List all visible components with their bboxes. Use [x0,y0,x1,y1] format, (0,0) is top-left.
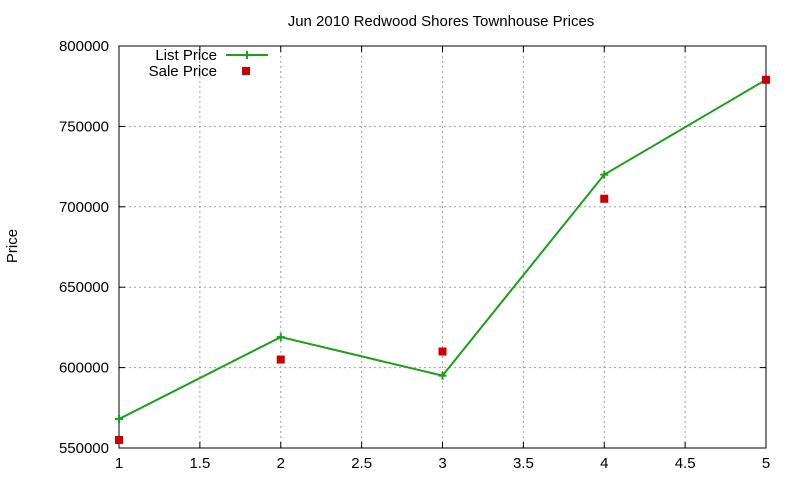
data-point [115,415,123,424]
y-tick-label: 550000 [59,440,109,457]
axis-ticks: 1 1.5 2 2.5 3 3.5 4 4.5 5 550000 600000 650000 70000… [59,38,770,472]
data-point [600,170,609,179]
x-tick-label: 1 [115,455,123,472]
data-point [438,371,447,380]
y-tick-label: 600000 [59,360,109,377]
data-point [276,355,285,364]
legend-marker [243,51,251,59]
y-tick-label: 650000 [59,279,109,296]
x-tick-label: 4.5 [675,455,696,472]
y-tick-label: 700000 [59,199,109,216]
x-tick-label: 3.5 [513,455,534,472]
data-point [276,333,285,342]
series-sale-price [115,75,770,444]
x-tick-label: 5 [762,455,770,472]
legend-label: List Price [155,47,217,64]
data-point [115,435,123,444]
chart-title: Jun 2010 Redwood Shores Townhouse Prices [288,13,595,30]
grid [119,46,766,448]
legend-marker [242,67,250,75]
y-tick-label: 800000 [59,38,109,55]
x-tick-label: 3 [438,455,446,472]
series-layer [115,75,770,444]
data-point [438,347,447,356]
x-tick-label: 4 [600,455,608,472]
y-axis-label: Price [4,229,21,263]
legend-label: Sale Price [149,63,217,80]
series-line [118,78,767,420]
x-tick-label: 2.5 [351,455,372,472]
x-tick-label: 1.5 [189,455,210,472]
y-tick-label: 750000 [59,118,109,135]
x-tick-label: 2 [277,455,285,472]
data-point [762,75,770,84]
data-point [600,194,609,203]
